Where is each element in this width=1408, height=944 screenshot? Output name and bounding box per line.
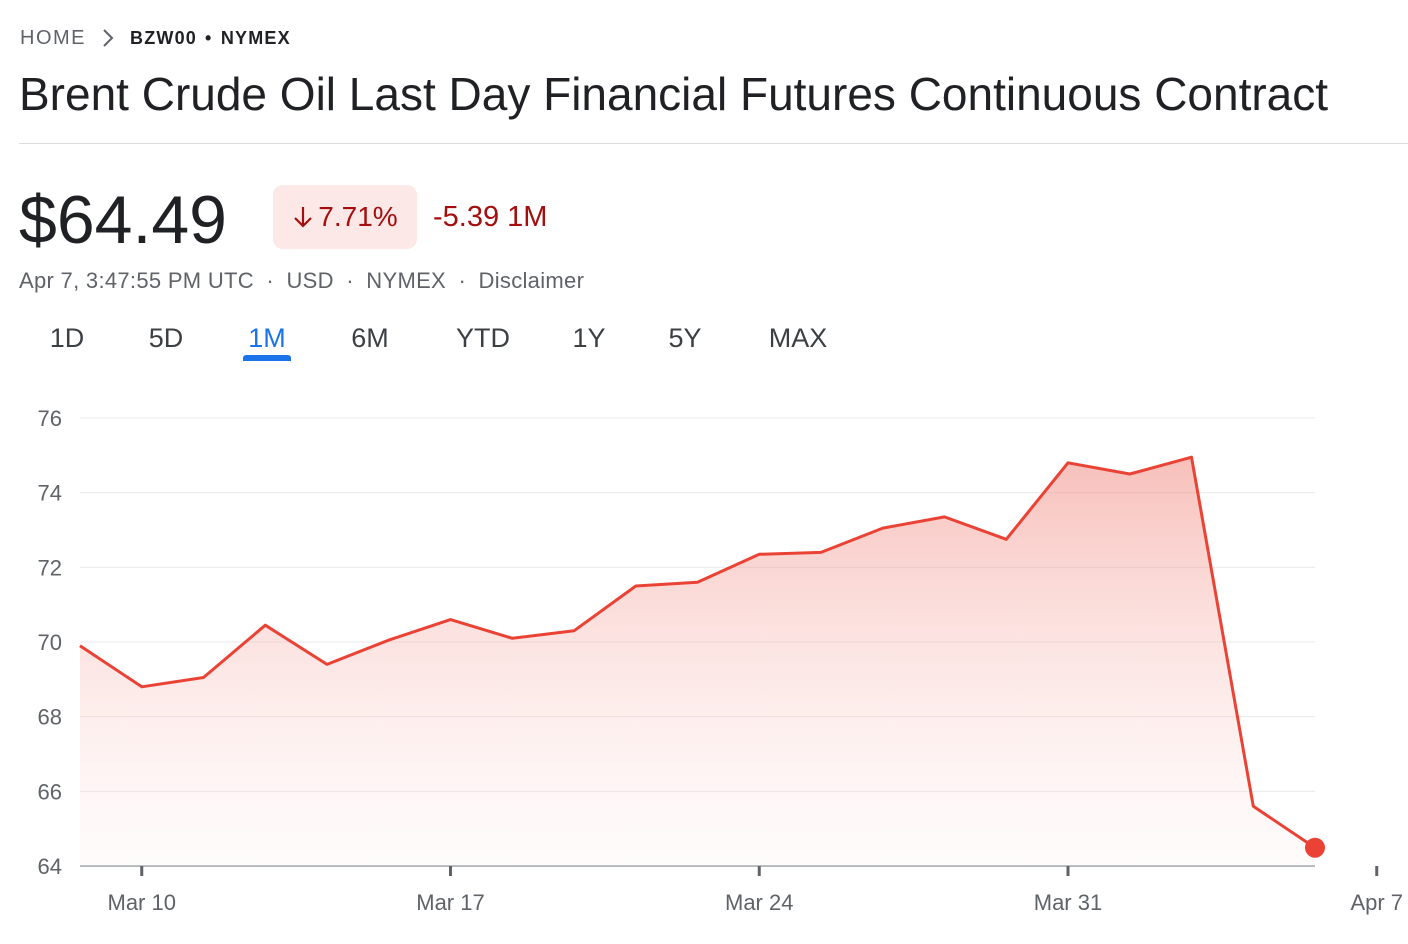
time-range-tabs: 1D 5D 1M 6M YTD 1Y 5Y MAX — [0, 318, 900, 366]
breadcrumb-home-link[interactable]: HOME — [20, 27, 86, 49]
header-divider — [19, 143, 1408, 144]
tab-5d[interactable]: 5D — [148, 323, 184, 353]
quote-timestamp: Apr 7, 3:47:55 PM UTC — [19, 268, 254, 293]
chevron-right-icon — [103, 29, 114, 47]
meta-separator: · — [458, 268, 467, 293]
meta-separator: · — [266, 268, 275, 293]
price-chart[interactable]: 64 66 68 70 72 74 76 Mar 10 Mar 17 Mar 24 Mar 31 A… — [0, 380, 1408, 940]
change-percent-badge: 7.71% — [273, 185, 417, 249]
quote-exchange: NYMEX — [366, 268, 447, 293]
breadcrumb-ticker: BZW00 — [130, 28, 198, 48]
breadcrumb-exchange: NYMEX — [220, 28, 291, 48]
quote-currency: USD — [286, 268, 334, 293]
last-price-point — [1305, 837, 1325, 858]
breadcrumb: HOME BZW00 • NYMEX — [20, 26, 291, 50]
quote-meta: Apr 7, 3:47:55 PM UTC · USD · NYMEX · Di… — [19, 266, 584, 296]
y-tick-label: 72 — [38, 555, 62, 580]
x-tick-label: Mar 10 — [108, 890, 176, 915]
y-tick-label: 64 — [38, 854, 62, 879]
page-title: Brent Crude Oil Last Day Financial Futur… — [19, 68, 1329, 120]
breadcrumb-dot: • — [205, 28, 213, 48]
tab-1d[interactable]: 1D — [49, 323, 85, 353]
tab-1m[interactable]: 1M — [248, 323, 286, 353]
tab-1y[interactable]: 1Y — [572, 323, 606, 353]
active-tab-indicator — [243, 355, 291, 361]
arrow-down-icon — [294, 207, 313, 228]
price-area — [80, 457, 1315, 866]
y-tick-label: 68 — [38, 705, 62, 730]
y-tick-label: 74 — [38, 481, 62, 506]
change-amount: -5.39 1M — [433, 201, 548, 233]
x-tick-label: Apr 7 — [1350, 890, 1403, 915]
tab-5y[interactable]: 5Y — [668, 323, 702, 353]
x-tick-label: Mar 31 — [1034, 890, 1102, 915]
tab-ytd[interactable]: YTD — [456, 323, 510, 353]
change-percent: 7.71% — [318, 201, 398, 232]
disclaimer-link[interactable]: Disclaimer — [478, 268, 585, 293]
y-tick-label: 70 — [38, 630, 62, 655]
meta-separator: · — [346, 268, 354, 293]
tab-max[interactable]: MAX — [768, 323, 828, 353]
price-line — [79, 455, 1316, 849]
current-price: $64.49 — [19, 182, 227, 258]
tab-6m[interactable]: 6M — [351, 323, 389, 353]
x-tick-label: Mar 17 — [416, 890, 484, 915]
y-tick-label: 66 — [38, 779, 62, 804]
x-tick-label: Mar 24 — [725, 890, 793, 915]
y-tick-label: 76 — [38, 406, 62, 431]
